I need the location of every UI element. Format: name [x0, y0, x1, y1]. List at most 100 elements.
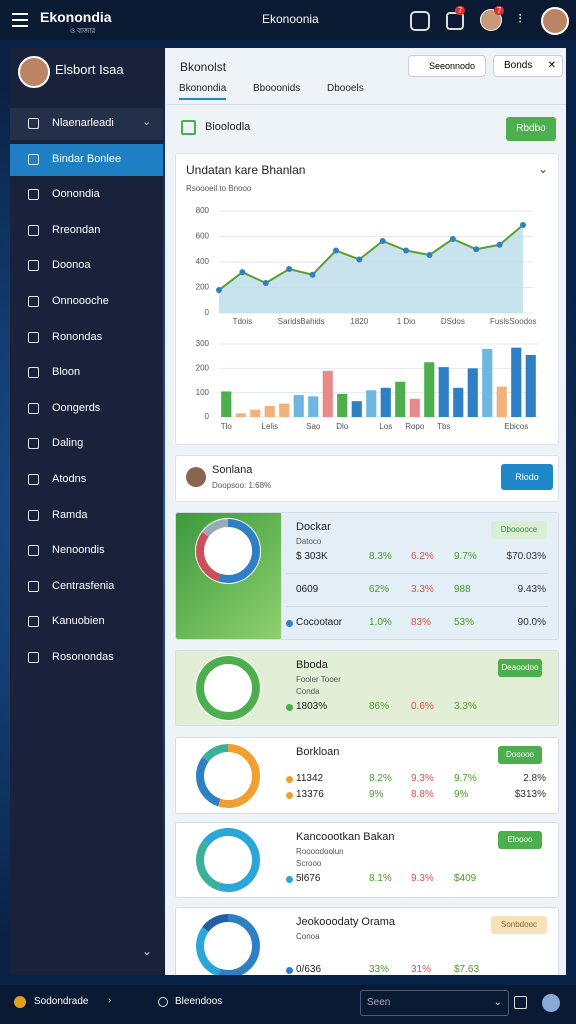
- nav-item[interactable]: Bloon: [10, 357, 163, 389]
- donut-segment: [196, 743, 260, 808]
- header-button[interactable]: Bonds ✕: [493, 55, 563, 77]
- bar: [235, 413, 246, 417]
- input[interactable]: Seen ⌄: [360, 990, 509, 1016]
- bottom-middle[interactable]: Bleendoos: [175, 996, 223, 1007]
- topbar: Ekonondia ও বাজার Ekonoonia 7 7 ⁝: [0, 0, 576, 40]
- bar: [337, 393, 348, 417]
- nav-label: Centrasfenia: [52, 579, 115, 592]
- y-tick-label: 200: [196, 283, 210, 292]
- bottom-left[interactable]: Sodondrade: [34, 996, 89, 1007]
- cell: 8.3%: [369, 551, 392, 562]
- icon[interactable]: [410, 11, 430, 31]
- donut-segment: [196, 828, 260, 892]
- bottombar: Sodondrade › Bleendoos Seen ⌄: [0, 985, 576, 1024]
- bar: [409, 398, 420, 417]
- cell: 9.3%: [411, 873, 434, 884]
- chart-card: Undatan kare Bhanlan ⌄ Rsoooeil to Bnooo…: [175, 153, 559, 445]
- nav-item[interactable]: Doonoa: [10, 250, 163, 282]
- y-tick-label: 0: [205, 308, 210, 317]
- row-dot: [286, 876, 293, 883]
- nav-item[interactable]: Ronondas: [10, 322, 163, 354]
- cell: 1.0%: [369, 617, 392, 628]
- tab[interactable]: Dbooels: [327, 83, 364, 94]
- nav-item[interactable]: Oongerds: [10, 393, 163, 425]
- nav-item[interactable]: Onnoooche: [10, 286, 163, 318]
- x-tick-label: 1820: [350, 317, 368, 326]
- cell: 53%: [454, 617, 475, 628]
- nav-item[interactable]: Rosonondas: [10, 642, 163, 674]
- toolbar-button[interactable]: Rbdbo: [506, 117, 556, 141]
- cell: $313%: [514, 789, 546, 800]
- point: [520, 222, 526, 229]
- nav-icon: [28, 367, 39, 379]
- nav-icon: [28, 331, 39, 343]
- row-dot: [286, 620, 293, 627]
- x-tick-label: Tbs: [437, 422, 450, 431]
- main-panel: Bkonolst Seeonnodo Bonds ✕ Bkonondia Bbooo…: [165, 48, 566, 975]
- menu-icon[interactable]: [12, 12, 30, 28]
- chevron[interactable]: ⌄: [538, 162, 549, 176]
- row-dot: [286, 704, 293, 711]
- nav-item[interactable]: Kanuobien: [10, 606, 163, 638]
- chevron: ⌄: [142, 944, 153, 958]
- donut-segment: [196, 828, 260, 892]
- center-title: Ekonoonia: [262, 12, 319, 26]
- y-tick-label: 400: [196, 257, 210, 266]
- nav-item[interactable]: Centrasfenia: [10, 571, 163, 603]
- bar: [351, 401, 362, 417]
- nav-label: Doonoa: [52, 259, 91, 272]
- nav-label: Daling: [52, 437, 84, 450]
- icon[interactable]: [514, 996, 527, 1009]
- nav-item[interactable]: Nlaenarleadi ⌄: [10, 108, 163, 140]
- cell: 5l676: [296, 873, 321, 884]
- chevron: ›: [108, 995, 112, 1006]
- x-tick-label: Bahids: [300, 317, 324, 326]
- profile-name: Sonlana: [212, 464, 253, 476]
- nav-item[interactable]: Rreondan: [10, 215, 163, 247]
- button-text: Bonds: [504, 60, 533, 71]
- chevron: ⌄: [142, 116, 152, 128]
- bar: [308, 396, 319, 417]
- search[interactable]: Seeonnodo: [408, 55, 486, 77]
- point: [356, 256, 363, 263]
- search-text: Seeonnodo: [429, 61, 476, 71]
- avatar[interactable]: [541, 7, 569, 35]
- nav-item[interactable]: Daling: [10, 428, 163, 460]
- tab[interactable]: Bbooonids: [253, 83, 301, 94]
- icon[interactable]: [542, 994, 560, 1012]
- card-button[interactable]: Dooooo: [498, 746, 542, 764]
- nav-item[interactable]: Nenoondis: [10, 535, 163, 567]
- nav-item[interactable]: Oonondia: [10, 179, 163, 211]
- nav-label: Bindar Bonlee: [52, 152, 122, 165]
- y-tick-label: 0: [205, 412, 210, 421]
- tab[interactable]: Bkonondia: [179, 83, 227, 100]
- donut: [195, 655, 261, 721]
- card: Kancoootkan Bakan Roooodoolun Scrooo Eloooo…: [175, 822, 559, 898]
- y-tick-label: 100: [196, 388, 210, 397]
- close-icon[interactable]: ✕: [547, 60, 556, 71]
- tabs: Bkonondia Bbooonids Dbooels: [165, 78, 566, 105]
- nav-label: Nlaenarleadi: [52, 117, 114, 129]
- cell: 13376: [296, 789, 324, 800]
- nav-item[interactable]: Bindar Bonlee: [10, 143, 163, 176]
- donut-segment: [196, 914, 260, 975]
- card: Dockar Datoco Dbooooce $ 303K 8.3% 6.2% 9.7% $7…: [175, 512, 559, 640]
- nav-item[interactable]: Ramda: [10, 500, 163, 532]
- card-button[interactable]: Eloooo: [498, 831, 542, 849]
- profile-button[interactable]: Rlodo: [501, 464, 553, 490]
- more-icon[interactable]: ⁝: [518, 10, 523, 26]
- y-tick-label: 800: [196, 206, 210, 215]
- card-button[interactable]: Deaoodoo: [498, 659, 542, 677]
- row-dot: [286, 967, 293, 974]
- donut-segment: [196, 656, 260, 720]
- donut-bg: [195, 655, 261, 721]
- x-tick-label: Ropo: [405, 422, 425, 431]
- cell: 0/636: [296, 964, 322, 975]
- point: [449, 236, 456, 243]
- nav-label: Ronondas: [52, 330, 103, 343]
- cell: 31%: [411, 964, 432, 975]
- nav-item[interactable]: Atodns: [10, 464, 163, 496]
- nav-icon: [28, 118, 39, 129]
- brand-sub: ও বাজার: [70, 28, 96, 35]
- badge: 7: [455, 6, 466, 15]
